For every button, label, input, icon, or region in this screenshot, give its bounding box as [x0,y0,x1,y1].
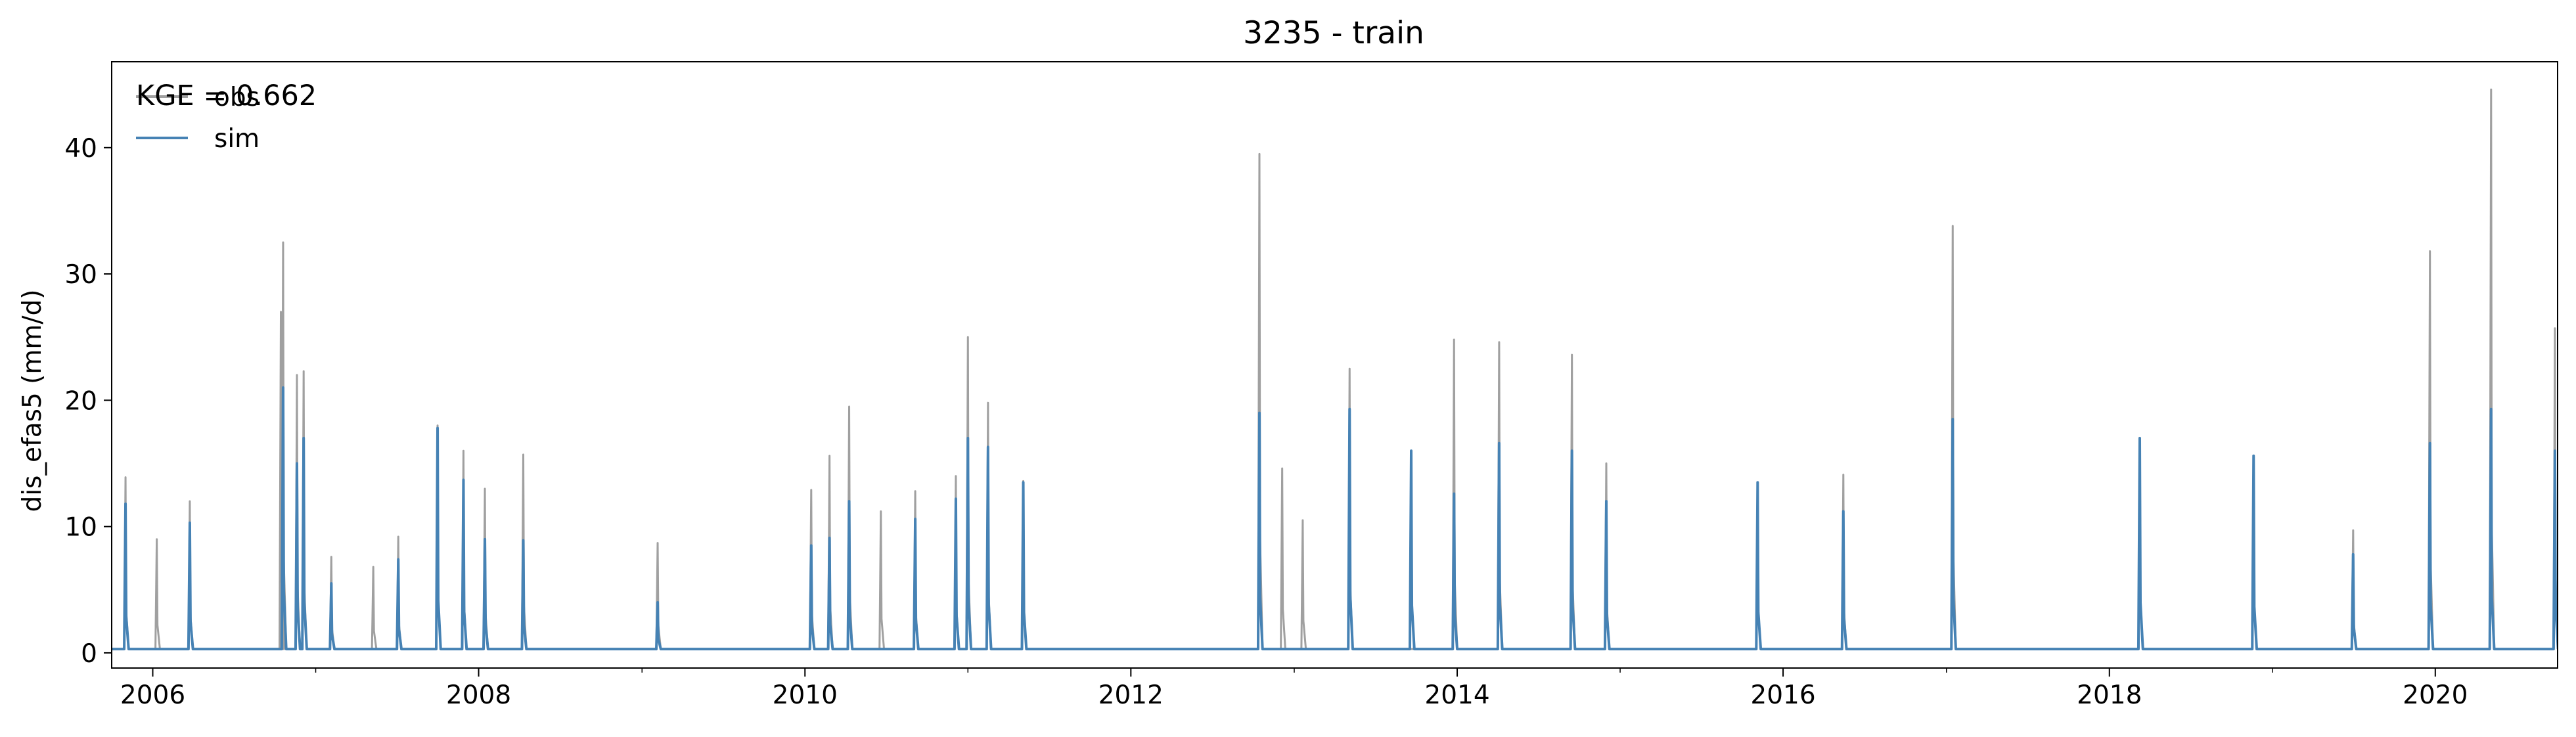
x-tick-label: 2014 [1424,681,1489,710]
x-tick-label: 2008 [446,681,511,710]
chart-title: 3235 - train [1243,15,1424,51]
x-tick-label: 2020 [2403,681,2468,710]
series-sim-line [112,386,2558,651]
legend: obs sim [136,83,260,154]
x-tick-label: 2010 [773,681,838,710]
kge-annotation: KGE = 0.662 [136,79,317,112]
y-tick-label: 0 [81,639,97,669]
y-tick-label: 20 [64,386,97,416]
x-tick-label: 2006 [120,681,185,710]
x-tick-label: 2018 [2077,681,2142,710]
legend-obs-label: obs [214,83,260,112]
y-axis-title: dis_efas5 (mm/d) [18,290,47,512]
y-tick-label: 30 [64,260,97,290]
y-tick-label: 40 [64,134,97,164]
plot-frame [111,61,2558,669]
y-tick-label: 10 [64,513,97,543]
x-tick-label: 2012 [1098,681,1164,710]
legend-sim-label: sim [214,124,260,154]
x-tick-label: 2016 [1750,681,1815,710]
